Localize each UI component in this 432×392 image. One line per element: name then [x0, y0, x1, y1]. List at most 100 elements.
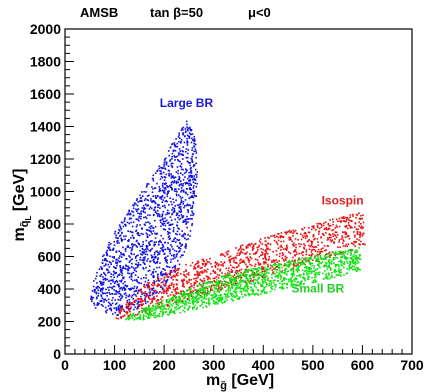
data-point [100, 273, 103, 276]
data-point [121, 296, 123, 299]
data-point [192, 201, 195, 203]
data-point [169, 287, 171, 289]
data-point [197, 276, 199, 278]
data-point [324, 257, 327, 259]
data-point [149, 222, 151, 225]
data-point [310, 228, 313, 231]
data-point [117, 274, 120, 276]
data-point [114, 293, 116, 295]
data-point [254, 282, 256, 284]
data-point [344, 256, 347, 258]
data-point [155, 233, 158, 235]
data-point [120, 239, 123, 241]
data-point [308, 231, 311, 234]
data-point [231, 285, 233, 288]
data-point [115, 308, 118, 310]
data-point [174, 237, 177, 239]
data-point [171, 152, 174, 155]
data-point [146, 245, 149, 247]
data-point [235, 276, 238, 278]
data-point [152, 282, 155, 284]
data-point [203, 301, 206, 303]
data-point [278, 263, 280, 265]
data-point [130, 217, 132, 220]
data-point [260, 284, 262, 286]
data-point [150, 273, 153, 276]
data-point [327, 223, 330, 225]
data-point [196, 280, 198, 283]
data-point [129, 247, 131, 249]
data-point [155, 306, 157, 309]
data-point [150, 254, 153, 257]
data-point [178, 307, 180, 310]
data-point [312, 235, 315, 237]
data-point [121, 287, 124, 290]
data-point [255, 286, 257, 289]
data-point [93, 290, 96, 292]
data-point [217, 300, 220, 303]
data-point [120, 227, 122, 230]
data-point [329, 268, 332, 270]
data-point [303, 243, 305, 245]
data-point [165, 308, 168, 310]
data-point [193, 267, 195, 270]
data-point [131, 231, 134, 234]
data-point [318, 273, 320, 276]
data-point [174, 144, 177, 147]
data-point [142, 204, 145, 207]
data-point [163, 279, 166, 282]
data-point [241, 287, 244, 290]
data-point [173, 209, 175, 212]
data-point [135, 203, 137, 206]
data-point [215, 280, 218, 283]
data-point [338, 260, 340, 263]
data-point [172, 258, 174, 260]
data-point [175, 274, 178, 276]
data-point [98, 286, 101, 289]
data-point [231, 295, 234, 298]
data-point [328, 261, 330, 264]
data-point [252, 272, 255, 275]
data-point [287, 230, 290, 233]
data-point [257, 281, 259, 283]
data-point [193, 301, 195, 303]
data-point [313, 246, 315, 248]
data-point [310, 255, 313, 257]
data-point [177, 292, 179, 294]
data-point [188, 171, 190, 174]
data-point [164, 159, 166, 161]
data-point [202, 288, 204, 291]
y-tick-label: 1800 [30, 54, 61, 70]
data-point [154, 308, 157, 310]
data-point [260, 285, 262, 287]
data-point [105, 299, 108, 302]
data-point [194, 268, 197, 270]
data-point [255, 273, 258, 276]
data-point [328, 236, 331, 239]
data-point [215, 298, 218, 300]
data-point [329, 277, 331, 280]
data-point [182, 300, 185, 303]
data-point [287, 270, 290, 272]
data-point [190, 283, 192, 285]
data-point [329, 234, 331, 236]
data-point [153, 280, 155, 282]
data-point [153, 308, 155, 311]
data-point [167, 185, 170, 188]
data-point [140, 303, 143, 306]
data-point [237, 275, 239, 278]
data-point [103, 301, 105, 303]
data-point [197, 271, 200, 274]
data-point [320, 226, 323, 228]
data-point [166, 292, 168, 295]
data-point [117, 298, 119, 301]
data-point [215, 294, 217, 296]
data-point [130, 249, 133, 252]
data-point [196, 171, 199, 173]
data-point [223, 276, 225, 278]
data-point [220, 293, 222, 296]
data-point [171, 165, 174, 168]
data-point [178, 233, 181, 236]
data-point [265, 269, 268, 271]
